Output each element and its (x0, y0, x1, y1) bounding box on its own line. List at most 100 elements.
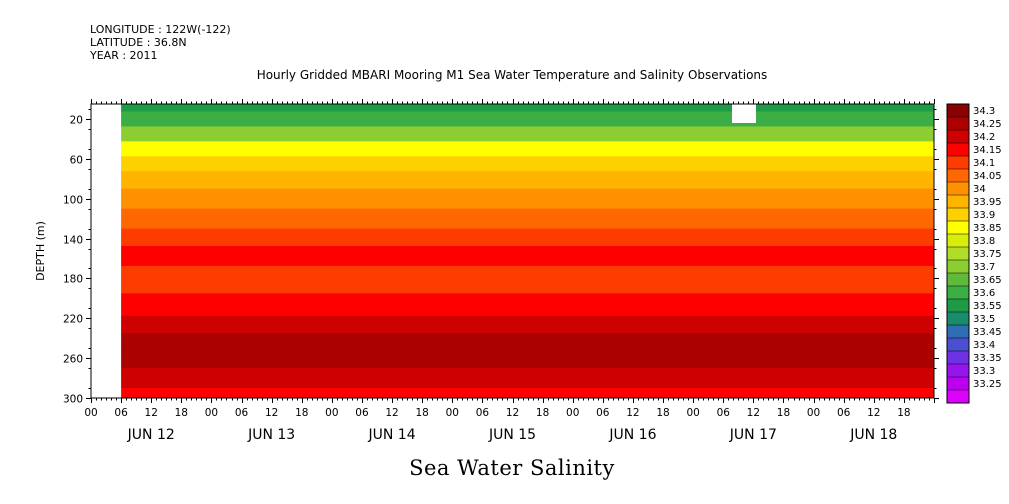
colorbar-level-label: 33.6 (973, 288, 995, 299)
colorbar-swatch (947, 312, 969, 326)
x-day-label: JUN 17 (729, 427, 777, 443)
colorbar-swatch (947, 169, 969, 183)
colorbar-level-label: 34.1 (973, 158, 995, 169)
x-hour-tick-label: 12 (145, 407, 158, 419)
x-hour-tick-label: 18 (656, 407, 669, 419)
salinity-band (121, 293, 934, 317)
colorbar-level-label: 33.8 (973, 236, 995, 247)
salinity-band (121, 156, 934, 172)
x-hour-tick-label: 06 (355, 407, 369, 419)
colorbar-swatch (947, 156, 969, 170)
salinity-band (121, 315, 934, 334)
y-axis-title: DEPTH (m) (34, 221, 47, 281)
colorbar-swatch (947, 247, 969, 261)
colorbar-level-label: 33.85 (973, 223, 1002, 234)
colorbar-level-label: 34 (973, 184, 986, 195)
longitude-label: LONGITUDE : 122W(-122) (90, 23, 231, 36)
colorbar-swatch (947, 273, 969, 287)
x-hour-tick-label: 06 (476, 407, 490, 419)
x-hour-tick-label: 18 (897, 407, 910, 419)
colorbar-level-label: 33.5 (973, 314, 995, 325)
colorbar-level-label: 34.3 (973, 106, 995, 117)
salinity-band (121, 188, 934, 210)
year-label: YEAR : 2011 (90, 49, 158, 62)
salinity-band (121, 333, 934, 352)
colorbar-swatch (947, 195, 969, 209)
salinity-band (121, 368, 934, 389)
x-hour-tick-label: 00 (325, 407, 338, 419)
x-hour-tick-label: 06 (837, 407, 851, 419)
x-day-label: JUN 12 (127, 427, 175, 443)
colorbar-level-label: 34.25 (973, 119, 1002, 130)
y-tick-label: 140 (63, 235, 83, 247)
colorbar-swatch (947, 130, 969, 144)
colorbar-level-label: 34.2 (973, 132, 995, 143)
x-hour-tick-label: 12 (626, 407, 639, 419)
colorbar-level-label: 33.9 (973, 210, 995, 221)
colorbar-level-label: 33.7 (973, 262, 995, 273)
colorbar-level-label: 33.55 (973, 301, 1002, 312)
missing-data-patch (732, 104, 756, 123)
salinity-band (121, 111, 934, 127)
colorbar-level-label: 34.05 (973, 171, 1002, 182)
colorbar-swatch (947, 182, 969, 196)
x-hour-tick-label: 18 (777, 407, 790, 419)
colorbar-swatch (947, 338, 969, 352)
colorbar-swatch (947, 208, 969, 222)
colorbar-swatch (947, 299, 969, 313)
y-tick-label: 260 (63, 354, 83, 366)
x-hour-tick-label: 18 (536, 407, 549, 419)
colorbar-swatch (947, 390, 969, 404)
y-tick-label: 20 (70, 115, 83, 127)
colorbar-level-label: 33.65 (973, 275, 1002, 286)
x-hour-tick-label: 18 (295, 407, 308, 419)
x-hour-tick-label: 00 (686, 407, 699, 419)
colorbar-level-label: 33.35 (973, 353, 1002, 364)
y-tick-label: 100 (63, 195, 83, 207)
colorbar-legend: 34.3 34.25 34.2 34.15 34.1 34.05 34 33.95 33.9 33… (946, 103, 1002, 404)
colorbar-swatch (947, 117, 969, 131)
y-axis: 20 60 100 140 180 220 260 300 (63, 109, 939, 406)
colorbar-level-label: 34.15 (973, 145, 1002, 156)
colorbar-swatch (947, 221, 969, 235)
x-day-label: JUN 15 (488, 427, 536, 443)
x-hour-tick-label: 00 (807, 407, 820, 419)
x-hour-tick-label: 06 (596, 407, 610, 419)
salinity-band (121, 388, 934, 398)
colorbar-swatch (947, 377, 969, 391)
colorbar-level-label: 33.3 (973, 366, 995, 377)
colorbar-swatch (947, 234, 969, 248)
x-hour-tick-label: 00 (566, 407, 579, 419)
salinity-band (121, 350, 934, 369)
y-tick-label: 60 (70, 155, 83, 167)
x-axis-title: Sea Water Salinity (409, 456, 615, 480)
colorbar-swatch (947, 260, 969, 274)
salinity-band (121, 171, 934, 190)
x-hour-tick-label: 06 (717, 407, 731, 419)
salinity-band (121, 265, 934, 294)
x-hour-tick-label: 12 (506, 407, 519, 419)
plot-frame (90, 103, 935, 399)
x-day-label: JUN 18 (849, 427, 897, 443)
x-hour-tick-label: 00 (84, 407, 97, 419)
x-hour-tick-label: 12 (265, 407, 278, 419)
colorbar-swatch (947, 351, 969, 365)
salinity-band (121, 126, 934, 142)
y-tick-label: 300 (63, 394, 83, 406)
x-hour-tick-label: 00 (446, 407, 459, 419)
colorbar-level-label: 33.25 (973, 379, 1002, 390)
colorbar-swatch (947, 143, 969, 157)
latitude-label: LATITUDE : 36.8N (90, 36, 187, 49)
chart-title: Hourly Gridded MBARI Mooring M1 Sea Wate… (256, 68, 768, 82)
x-day-label: JUN 13 (247, 427, 295, 443)
salinity-band (121, 228, 934, 247)
salinity-band (121, 104, 934, 112)
salinity-band (121, 141, 934, 157)
colorbar-level-label: 33.75 (973, 249, 1002, 260)
x-hour-tick-label: 18 (415, 407, 428, 419)
x-hour-tick-label: 06 (235, 407, 249, 419)
x-hour-tick-label: 12 (385, 407, 398, 419)
colorbar-swatch (947, 104, 969, 118)
missing-data-regions (732, 104, 756, 123)
colorbar-level-label: 33.45 (973, 327, 1002, 338)
